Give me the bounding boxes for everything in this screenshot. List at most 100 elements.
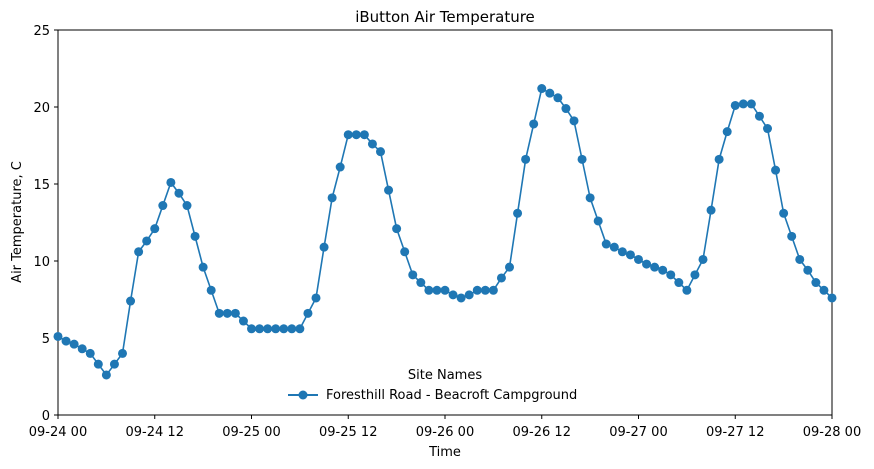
data-point [230,308,240,318]
data-point [93,359,103,369]
data-point [714,154,724,164]
data-point [609,242,619,252]
data-point [335,162,345,172]
series-line [57,87,833,376]
data-point [77,344,87,354]
data-point [303,308,313,318]
data-point [142,236,152,246]
data-point [819,285,829,295]
data-point [771,165,781,175]
data-point [577,154,587,164]
data-point [376,147,385,157]
x-tick-label: 09-27 12 [706,425,764,440]
data-point [561,104,571,114]
data-point [351,130,361,140]
data-point [674,278,684,288]
x-tick-label: 09-24 12 [126,425,184,440]
data-point [295,324,305,334]
data-point [174,188,184,198]
legend-title: Site Names [408,368,482,383]
data-point [432,285,442,295]
data-point [214,308,224,318]
data-point [513,208,523,218]
data-point [480,285,490,295]
data-point [738,99,748,109]
legend-marker-swatch [298,390,308,400]
data-point [496,273,506,283]
data-point [53,331,63,341]
data-point [803,265,813,275]
data-point [625,250,635,260]
data-point [746,99,756,109]
data-point [666,270,676,280]
data-point [585,193,595,203]
data-point [206,285,216,295]
data-point [359,130,369,140]
data-point [150,224,160,234]
data-point [126,296,136,306]
y-tick-label: 10 [33,255,50,270]
data-point [134,247,144,257]
data-point [795,254,805,264]
y-tick-label: 5 [42,332,50,347]
data-point [182,201,192,211]
x-axis-label: Time [428,445,461,460]
data-point [827,293,837,303]
plot-frame [57,29,833,416]
data-point [198,262,208,272]
data-point [158,201,168,211]
data-point [690,270,700,280]
data-point [763,124,772,134]
x-tick-label: 09-26 12 [513,425,571,440]
data-point [754,111,764,121]
data-point [456,293,466,303]
data-point [101,370,111,380]
data-point [271,324,281,334]
data-point [472,285,482,295]
data-point [408,270,418,280]
data-point [392,224,402,234]
data-point [424,285,434,295]
chart-title: iButton Air Temperature [355,8,535,26]
x-tick-label: 09-25 12 [319,425,377,440]
x-tick-label: 09-27 00 [609,425,667,440]
data-point [247,324,256,334]
data-point [85,348,95,358]
data-point [521,154,531,164]
x-tick-label: 09-24 00 [29,425,87,440]
data-point [617,247,627,257]
data-point [61,336,71,346]
data-point [642,259,652,269]
y-tick-label: 20 [33,101,50,116]
data-point [384,185,394,195]
data-point [682,285,692,295]
x-tick-label: 09-25 00 [222,425,280,440]
data-point [190,231,200,241]
data-point [327,193,337,203]
data-point [779,208,789,218]
data-point [287,324,297,334]
data-point [650,262,660,272]
data-point [553,93,563,103]
data-point [706,205,716,215]
data-point [569,116,579,126]
data-point [464,290,474,300]
data-point [545,88,555,98]
data-point [118,348,127,358]
y-tick-label: 0 [42,409,50,424]
data-point [537,84,547,94]
data-point [488,285,498,295]
y-tick-label: 25 [33,24,50,39]
data-point [69,339,79,349]
plot-area: 0 5 10 15 20 25 09-24 00 09-24 12 09-25 00 09-25 … [29,24,861,440]
data-point [505,262,514,272]
data-point [166,177,176,187]
data-point [448,290,458,300]
data-point [529,119,539,129]
data-point [311,293,321,303]
x-tick-label: 09-26 00 [416,425,474,440]
x-tick-label: 09-28 00 [803,425,861,440]
legend: Site Names Foresthill Road - Beacroft Ca… [288,368,577,403]
data-point [400,247,410,257]
